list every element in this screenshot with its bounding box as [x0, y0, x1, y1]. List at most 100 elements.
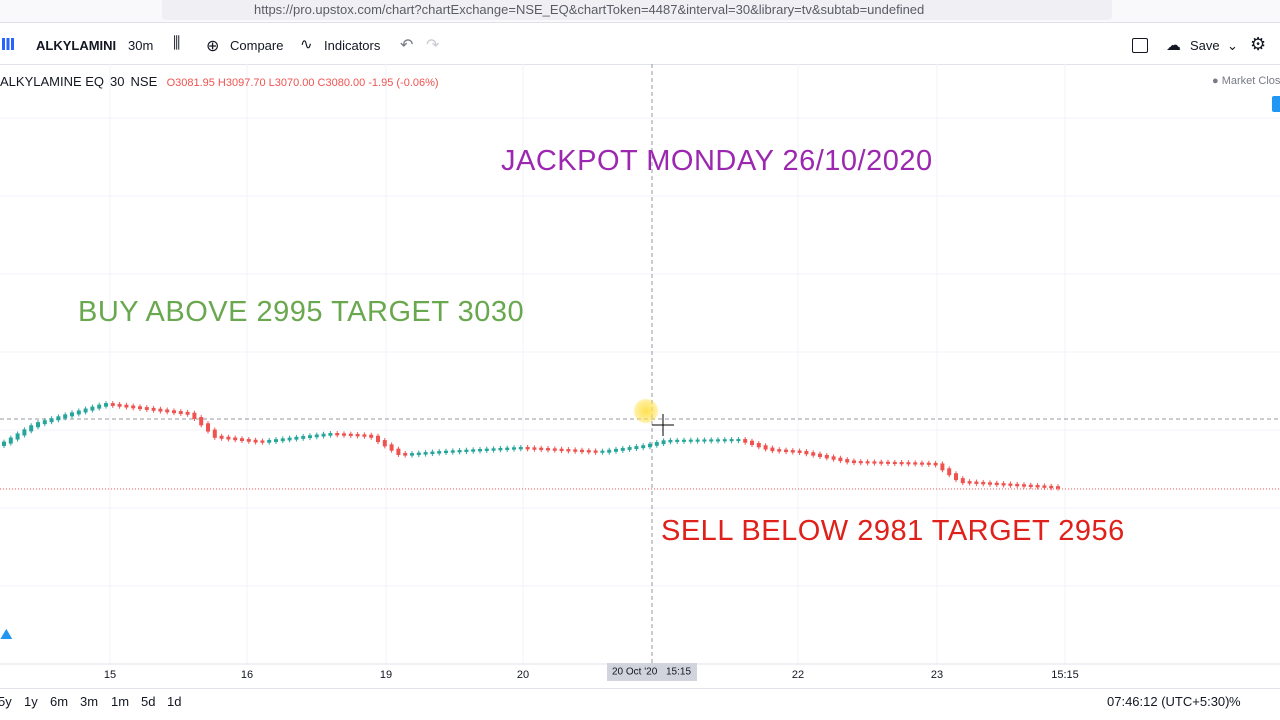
candle: [2, 439, 6, 448]
candle-body: [933, 462, 938, 466]
save-menu[interactable]: ⌄: [1227, 38, 1238, 53]
save[interactable]: Save: [1190, 38, 1220, 53]
candle: [90, 404, 95, 413]
range-button[interactable]: 1y: [24, 694, 38, 709]
candle: [430, 449, 435, 457]
range-button[interactable]: 6m: [50, 694, 69, 709]
candle-body: [131, 405, 136, 409]
candle: [110, 401, 115, 408]
candle: [552, 446, 557, 453]
candle-body: [716, 439, 720, 442]
candle: [144, 405, 149, 412]
candle: [845, 457, 850, 465]
candle-body: [172, 410, 176, 414]
undo[interactable]: ↶: [400, 37, 414, 54]
candle: [226, 434, 231, 442]
candle-body: [940, 463, 945, 471]
range-button[interactable]: 5y: [0, 694, 12, 709]
menu-icon[interactable]: [2, 38, 14, 50]
candle-body: [165, 409, 170, 413]
candle-body: [314, 434, 319, 438]
candle: [192, 410, 197, 422]
chart-type-icon[interactable]: ⫼: [173, 35, 181, 52]
candle: [260, 438, 265, 445]
candle: [158, 406, 163, 414]
candle-body: [1022, 484, 1026, 487]
candle-body: [1042, 485, 1047, 488]
candle-body: [967, 481, 972, 484]
candle: [546, 446, 550, 453]
candle-body: [824, 455, 829, 459]
candle: [49, 416, 54, 425]
candle-body: [838, 457, 843, 462]
candle: [328, 431, 333, 438]
candle: [1056, 484, 1060, 491]
range-button[interactable]: 3m: [80, 694, 99, 709]
indicators-icon[interactable]: ∿: [300, 36, 313, 53]
candle: [838, 455, 843, 464]
candle: [607, 447, 612, 455]
legend-close: C3080.00: [317, 77, 366, 89]
candle-body: [185, 411, 190, 415]
percent-toggle[interactable]: %: [1229, 694, 1241, 709]
candle: [199, 415, 204, 428]
crosshair-time: 15:15: [666, 667, 691, 678]
candle: [8, 435, 13, 446]
candle-body: [688, 439, 693, 442]
candle-body: [926, 462, 931, 465]
candle: [648, 441, 652, 450]
candle-body: [199, 417, 204, 426]
symbol[interactable]: ALKYLAMINI: [36, 38, 117, 53]
redo[interactable]: ↷: [426, 37, 440, 54]
candle-body: [525, 447, 530, 450]
url-box[interactable]: [162, 0, 1112, 20]
candle-body: [811, 452, 816, 456]
candle-body: [308, 435, 312, 439]
candle: [743, 437, 748, 445]
candle: [437, 449, 442, 456]
candle-body: [328, 433, 333, 436]
candle: [682, 437, 686, 444]
candle-body: [1056, 486, 1060, 489]
candle-body: [988, 482, 992, 485]
candle-body: [348, 433, 353, 437]
compare[interactable]: Compare: [230, 38, 284, 53]
side-button[interactable]: [1272, 96, 1280, 112]
candle-body: [70, 412, 74, 417]
candle-body: [947, 468, 952, 476]
buy-annotation: BUY ABOVE 2995 TARGET 3030: [78, 296, 525, 328]
candle: [83, 406, 88, 415]
candle-body: [1028, 484, 1033, 488]
fullscreen[interactable]: [1132, 38, 1148, 53]
candle: [1008, 481, 1013, 488]
settings[interactable]: ⚙: [1250, 34, 1267, 54]
candle: [308, 433, 312, 441]
cloud-icon[interactable]: ☁: [1166, 37, 1181, 54]
candle: [824, 453, 829, 461]
candle-body: [382, 440, 387, 447]
interval[interactable]: 30m: [128, 38, 154, 53]
candle: [580, 447, 584, 455]
candle: [770, 445, 775, 454]
candle-body: [342, 433, 346, 436]
range-button[interactable]: 5d: [141, 694, 156, 709]
candle-body: [872, 461, 877, 464]
candle: [294, 434, 299, 442]
candle-body: [797, 450, 802, 453]
candle: [444, 448, 448, 456]
candle-body: [695, 439, 700, 442]
url[interactable]: https://pro.upstox.com/chart?chartExchan…: [254, 2, 925, 17]
candle: [675, 437, 680, 444]
compare-icon[interactable]: ⊕: [206, 38, 220, 55]
range-button[interactable]: 1m: [111, 694, 130, 709]
candle-body: [151, 407, 156, 411]
candle-body: [620, 447, 625, 451]
candle: [797, 448, 802, 455]
candle-body: [90, 406, 95, 411]
candle-body: [63, 414, 68, 419]
range-button[interactable]: 1d: [167, 694, 182, 709]
candle-body: [124, 404, 129, 408]
candle-body: [97, 404, 102, 409]
candle-body: [444, 450, 448, 454]
indicators[interactable]: Indicators: [324, 38, 381, 53]
